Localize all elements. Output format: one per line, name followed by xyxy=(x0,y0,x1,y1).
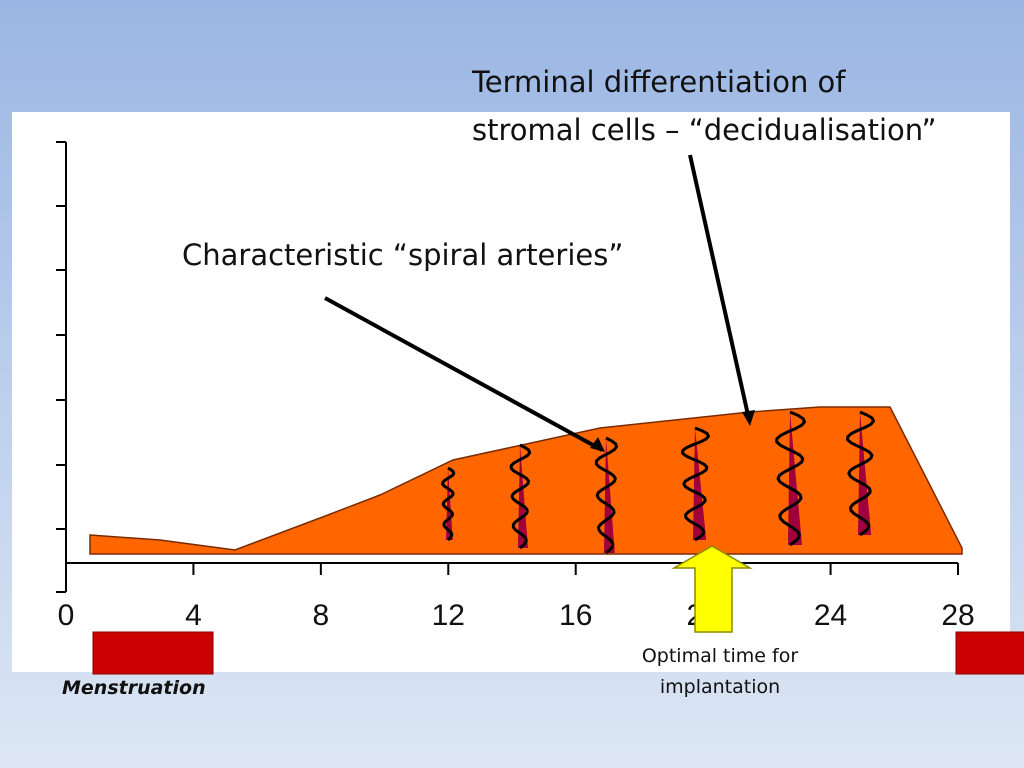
spiral-arteries xyxy=(441,410,875,555)
artery-wall xyxy=(846,410,875,537)
x-tick-label: 12 xyxy=(432,599,465,632)
annotation: Optimal time for xyxy=(642,645,798,667)
y-ticks xyxy=(56,141,66,593)
endometrium xyxy=(89,406,963,555)
artery-lumen xyxy=(788,412,802,545)
annotation: stromal cells – “decidualisation” xyxy=(472,113,937,147)
annotation: Characteristic “spiral arteries” xyxy=(182,238,623,272)
annotation: Terminal differentiation of xyxy=(471,65,846,99)
x-ticks: 0481216202428 xyxy=(58,563,975,632)
arrow-head xyxy=(590,437,605,452)
x-tick-label: 4 xyxy=(185,599,202,632)
x-tick-label: 16 xyxy=(559,599,592,632)
artery-wall xyxy=(441,466,456,542)
menstruation-bar xyxy=(92,631,214,675)
artery-lumen xyxy=(858,412,872,535)
panel xyxy=(12,112,1010,672)
artery-lumen xyxy=(446,468,453,540)
artery-wall xyxy=(681,426,710,542)
arrow xyxy=(324,296,603,452)
annotation: Menstruation xyxy=(62,677,206,699)
x-tick-label: 24 xyxy=(814,599,847,632)
x-tick-label: 0 xyxy=(58,599,75,632)
artery-lumen xyxy=(518,445,528,548)
artery-wall xyxy=(509,443,532,550)
x-tick-label: 8 xyxy=(313,599,330,632)
menstruation-bar xyxy=(955,631,1024,675)
x-tick-label: 28 xyxy=(941,599,974,632)
artery-lumen xyxy=(604,438,615,553)
implantation-arrow xyxy=(671,545,753,633)
annotation: implantation xyxy=(660,676,780,698)
arrow-head xyxy=(742,410,755,426)
artery-wall xyxy=(775,410,806,547)
arrow xyxy=(688,154,750,416)
artery-lumen xyxy=(693,428,707,540)
artery-wall xyxy=(594,436,619,555)
